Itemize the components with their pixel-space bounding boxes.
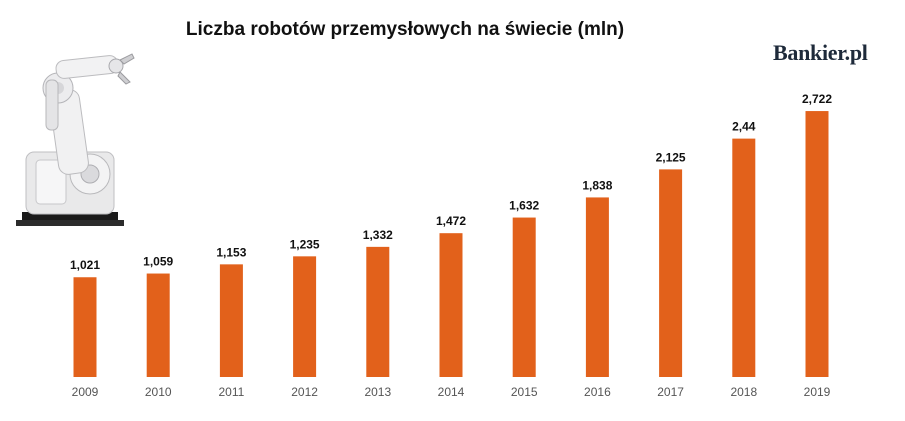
data-label-2016: 1,838 [582, 178, 612, 192]
bar-2010 [146, 273, 170, 377]
x-tick-label-2015: 2015 [511, 385, 538, 399]
bar-2018 [732, 138, 756, 377]
data-label-2011: 1,153 [216, 245, 246, 259]
data-label-2018: 2,44 [732, 120, 756, 134]
data-label-2017: 2,125 [656, 150, 686, 164]
bar-2014 [439, 233, 463, 377]
robot-arm-icon [16, 53, 135, 226]
data-label-2014: 1,472 [436, 214, 466, 228]
chart-title: Liczba robotów przemysłowych na świecie … [185, 19, 625, 40]
bar-2011 [219, 264, 243, 377]
data-label-2013: 1,332 [363, 228, 393, 242]
bar-2016 [585, 197, 609, 377]
bar-2019 [805, 111, 829, 377]
data-label-2015: 1,632 [509, 199, 539, 213]
x-tick-label-2010: 2010 [145, 385, 172, 399]
x-tick-label-2019: 2019 [804, 385, 831, 399]
x-tick-label-2012: 2012 [291, 385, 318, 399]
bar-2009 [73, 277, 97, 377]
x-tick-label-2009: 2009 [72, 385, 99, 399]
data-label-2012: 1,235 [290, 237, 320, 251]
x-tick-label-2016: 2016 [584, 385, 611, 399]
bar-2013 [366, 246, 390, 377]
bar-2015 [512, 217, 536, 377]
bar-2017 [659, 169, 683, 377]
x-tick-label-2011: 2011 [218, 385, 244, 399]
data-label-2009: 1,021 [70, 258, 100, 272]
x-tick-label-2017: 2017 [657, 385, 684, 399]
x-tick-label-2014: 2014 [438, 385, 465, 399]
data-label-2019: 2,722 [802, 92, 832, 106]
brand-logo: Bankier.pl [773, 40, 868, 65]
x-tick-label-2013: 2013 [364, 385, 391, 399]
x-tick-label-2018: 2018 [730, 385, 757, 399]
bar-2012 [293, 256, 317, 377]
data-label-2010: 1,059 [143, 255, 173, 269]
